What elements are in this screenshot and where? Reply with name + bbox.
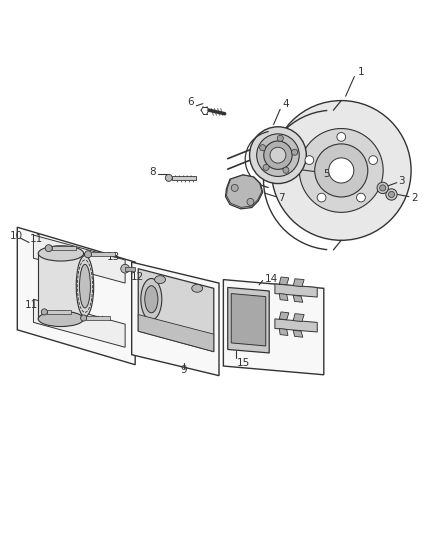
Polygon shape bbox=[293, 330, 303, 337]
Text: 14: 14 bbox=[265, 274, 278, 284]
Circle shape bbox=[317, 193, 326, 202]
Circle shape bbox=[247, 198, 254, 205]
Polygon shape bbox=[226, 175, 262, 207]
Bar bbox=[91, 252, 115, 256]
Circle shape bbox=[299, 128, 383, 212]
Ellipse shape bbox=[76, 256, 94, 317]
Text: 3: 3 bbox=[399, 176, 405, 186]
Polygon shape bbox=[275, 284, 317, 297]
Polygon shape bbox=[223, 280, 324, 375]
Circle shape bbox=[377, 182, 389, 193]
Circle shape bbox=[357, 193, 365, 202]
Text: 4: 4 bbox=[283, 99, 289, 109]
Polygon shape bbox=[33, 299, 125, 348]
Circle shape bbox=[231, 184, 238, 191]
Circle shape bbox=[263, 164, 269, 171]
Circle shape bbox=[250, 127, 306, 183]
Ellipse shape bbox=[145, 286, 158, 313]
Text: 10: 10 bbox=[10, 231, 23, 241]
Ellipse shape bbox=[80, 264, 90, 308]
Ellipse shape bbox=[38, 246, 84, 261]
Polygon shape bbox=[293, 295, 303, 302]
Circle shape bbox=[328, 158, 354, 183]
Circle shape bbox=[41, 309, 47, 315]
Text: 11: 11 bbox=[25, 300, 38, 310]
Circle shape bbox=[389, 191, 395, 198]
Polygon shape bbox=[132, 262, 219, 376]
Polygon shape bbox=[279, 312, 289, 320]
Ellipse shape bbox=[155, 276, 166, 284]
Text: 9: 9 bbox=[181, 366, 187, 375]
Polygon shape bbox=[279, 328, 288, 335]
Bar bbox=[125, 266, 135, 271]
Text: 11: 11 bbox=[30, 235, 43, 245]
Circle shape bbox=[315, 144, 368, 197]
Ellipse shape bbox=[38, 311, 84, 327]
Polygon shape bbox=[275, 319, 317, 332]
Polygon shape bbox=[231, 294, 266, 346]
Ellipse shape bbox=[141, 279, 162, 320]
Bar bbox=[38, 253, 84, 319]
Circle shape bbox=[45, 245, 52, 252]
Circle shape bbox=[264, 141, 292, 169]
Circle shape bbox=[165, 174, 172, 181]
Circle shape bbox=[270, 147, 286, 163]
Circle shape bbox=[369, 156, 378, 165]
Polygon shape bbox=[138, 269, 214, 352]
Text: 7: 7 bbox=[278, 193, 284, 203]
Circle shape bbox=[337, 133, 346, 141]
Text: 12: 12 bbox=[131, 272, 144, 282]
Circle shape bbox=[257, 134, 299, 176]
Bar bbox=[52, 246, 76, 251]
Text: 1: 1 bbox=[357, 67, 364, 77]
Text: 8: 8 bbox=[149, 167, 155, 177]
Polygon shape bbox=[17, 227, 135, 365]
Circle shape bbox=[283, 167, 289, 173]
Circle shape bbox=[277, 135, 283, 141]
Ellipse shape bbox=[192, 285, 203, 292]
Circle shape bbox=[272, 101, 411, 240]
Bar bbox=[47, 310, 71, 314]
Polygon shape bbox=[138, 314, 214, 352]
Circle shape bbox=[386, 189, 397, 200]
Polygon shape bbox=[293, 313, 304, 321]
Circle shape bbox=[260, 144, 266, 151]
Text: 15: 15 bbox=[237, 358, 250, 368]
Circle shape bbox=[121, 264, 130, 273]
Polygon shape bbox=[279, 294, 288, 301]
Text: 6: 6 bbox=[188, 98, 194, 107]
Text: 13: 13 bbox=[107, 252, 120, 262]
Circle shape bbox=[81, 315, 87, 321]
Bar bbox=[172, 176, 196, 180]
Polygon shape bbox=[226, 175, 263, 209]
Text: 5: 5 bbox=[324, 168, 330, 179]
Circle shape bbox=[380, 185, 386, 191]
Text: 2: 2 bbox=[411, 192, 417, 203]
Circle shape bbox=[305, 156, 314, 165]
Circle shape bbox=[292, 149, 298, 155]
Polygon shape bbox=[279, 277, 289, 285]
Circle shape bbox=[85, 251, 92, 258]
Bar bbox=[86, 316, 110, 320]
Polygon shape bbox=[228, 287, 269, 353]
Polygon shape bbox=[293, 279, 304, 287]
Polygon shape bbox=[33, 235, 125, 283]
